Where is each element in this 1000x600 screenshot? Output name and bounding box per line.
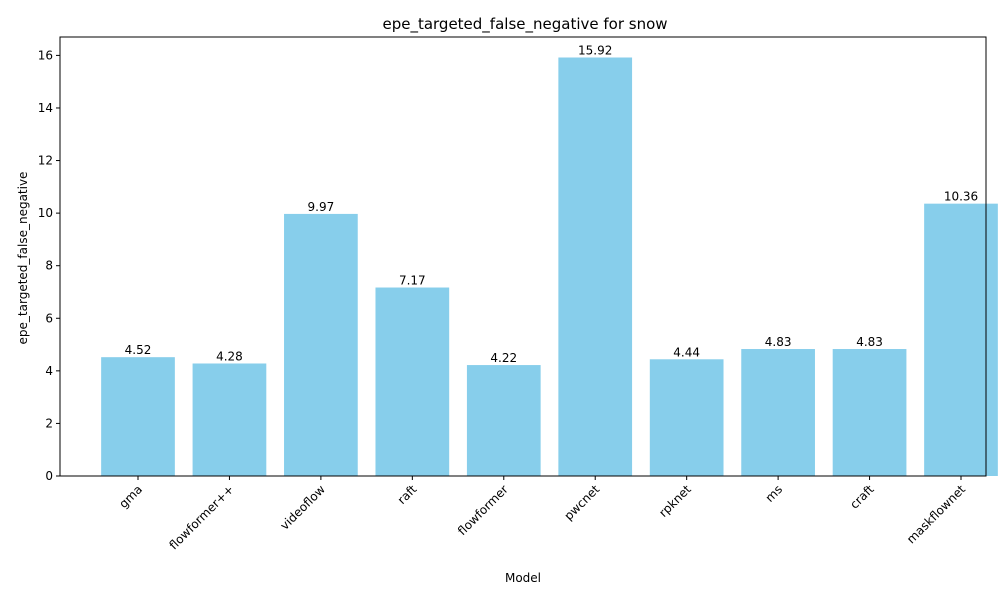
y-tick-label: 2 — [45, 416, 53, 430]
y-tick-label: 12 — [38, 154, 53, 168]
y-axis-label: epe_targeted_false_negative — [16, 172, 30, 345]
data-label-flowformer++: 4.28 — [216, 349, 243, 363]
data-label-raft: 7.17 — [399, 274, 426, 288]
y-tick-label: 14 — [38, 101, 53, 115]
bar-gma — [101, 357, 175, 476]
data-label-videoflow: 9.97 — [308, 200, 335, 214]
bar-videoflow — [284, 213, 358, 476]
plot-frame — [59, 36, 987, 477]
bar-flowformer++ — [192, 363, 267, 476]
bar-craft — [832, 349, 907, 476]
y-tick-label: 0 — [45, 469, 53, 483]
y-tick-label: 6 — [45, 311, 53, 325]
data-label-craft: 4.83 — [856, 335, 883, 349]
data-label-maskflownet: 10.36 — [944, 190, 978, 204]
x-axis-label: Model — [505, 571, 541, 585]
y-tick-label: 16 — [38, 48, 53, 62]
data-label-pwcnet: 15.92 — [578, 44, 612, 58]
bars-group — [101, 57, 998, 477]
y-tick-label: 4 — [45, 364, 53, 378]
bar-pwcnet — [558, 57, 633, 477]
data-label-ms: 4.83 — [765, 335, 792, 349]
data-labels-group: 4.52 4.28 9.97 7.17 4.22 15.92 4.44 4.83 4.83 10.… — [125, 44, 979, 366]
y-tick-label: 8 — [45, 259, 53, 273]
data-label-gma: 4.52 — [125, 343, 152, 357]
bar-flowformer — [466, 365, 541, 476]
chart-title: epe_targeted_false_negative for snow — [382, 15, 667, 34]
y-tick-label: 10 — [38, 206, 53, 220]
bar-ms — [741, 349, 815, 476]
data-label-rpknet: 4.44 — [673, 345, 700, 359]
data-label-flowformer: 4.22 — [490, 351, 517, 365]
bar-maskflownet — [924, 203, 998, 476]
bar-rpknet — [649, 359, 724, 476]
y-axis-ticks: 0 2 4 6 8 10 12 14 16 — [38, 48, 60, 483]
bar-raft — [375, 287, 450, 476]
